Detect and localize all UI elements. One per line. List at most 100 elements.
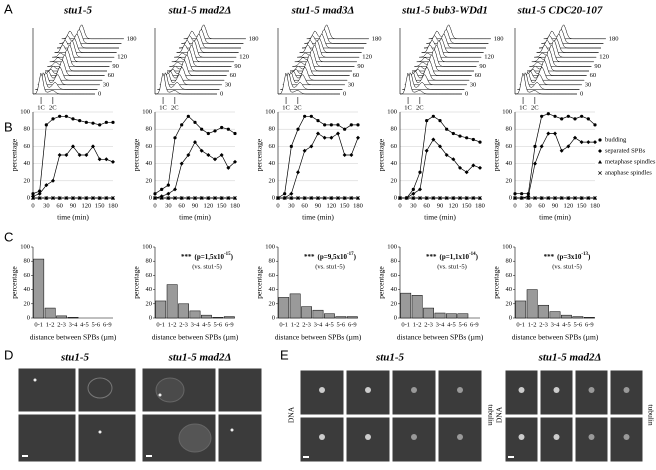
point (233, 131, 237, 136)
y-axis-label: percentage (10, 138, 19, 171)
y-tick-label: 40 (391, 160, 398, 167)
annotation-part: ) (476, 253, 479, 261)
time-tick-label: 0 (220, 90, 223, 97)
profile (178, 33, 241, 49)
point (44, 196, 49, 200)
point (38, 189, 42, 193)
micrographs-e (299, 369, 644, 463)
micrograph (17, 367, 77, 413)
x-tick-label: 30 (525, 202, 532, 209)
signal (518, 434, 525, 440)
profile (54, 38, 117, 53)
point (526, 196, 531, 200)
annotation-part: -14 (469, 252, 476, 257)
profile (181, 29, 244, 44)
y-tick-label: 80 (269, 258, 276, 265)
point (71, 144, 75, 149)
x-tick-label: 2-3 (424, 321, 433, 328)
x-tick-label: 3-4 (69, 321, 78, 328)
point (579, 140, 584, 145)
point (566, 196, 571, 200)
point (58, 114, 62, 118)
time-tick-label: 180 (494, 35, 504, 42)
annotation-part: *** (426, 253, 437, 261)
point (438, 144, 442, 149)
bar (44, 307, 56, 319)
point (329, 196, 334, 200)
point (104, 196, 109, 200)
point (586, 196, 591, 200)
point (404, 196, 409, 200)
point (84, 120, 88, 124)
point (111, 196, 115, 200)
y-tick-label: 80 (146, 258, 153, 265)
profile (514, 72, 577, 95)
scale-bar (303, 456, 309, 458)
point (111, 120, 115, 124)
x-tick-label: 5-6 (214, 321, 223, 328)
micrograph (217, 413, 263, 463)
bar (155, 300, 167, 319)
profile (536, 38, 599, 53)
y-axis-label: percentage (132, 138, 141, 171)
point (356, 123, 360, 127)
point (349, 196, 354, 200)
point (166, 183, 170, 187)
x-axis-label: distance between SPBs (µm) (152, 333, 239, 342)
y-tick-label: 100 (265, 108, 275, 115)
point (356, 196, 360, 200)
profile (426, 29, 489, 44)
point (464, 170, 469, 175)
profile (407, 66, 470, 81)
profile (176, 38, 239, 53)
x-tick-label: 30 (43, 202, 50, 209)
profile (40, 66, 103, 81)
time-tick-label: 0 (465, 90, 468, 97)
point (342, 196, 347, 200)
y-tick-label: 0 (394, 194, 397, 201)
time-tick-label: 180 (372, 35, 382, 42)
point (64, 196, 69, 200)
point (458, 165, 462, 170)
point (458, 196, 462, 200)
y-tick-label: 20 (24, 300, 31, 307)
point (593, 140, 597, 145)
point (186, 114, 190, 118)
x-tick-label: 3-4 (551, 321, 560, 328)
y-tick-label: 0 (272, 194, 275, 201)
x-tick-label: 1-2 (46, 321, 55, 328)
peak-label: 2C (171, 104, 179, 111)
x-tick-label: 6-9 (348, 321, 357, 328)
point (179, 161, 184, 166)
micrograph (77, 367, 137, 413)
point (77, 196, 82, 200)
bar (583, 317, 595, 319)
point (220, 125, 224, 130)
point (173, 136, 177, 140)
point (513, 196, 517, 200)
cell (155, 377, 185, 403)
x-tick-label: 3-4 (191, 321, 200, 328)
y-tick-label: 0 (509, 314, 512, 321)
time-tick-label: 120 (117, 54, 127, 61)
y-axis-label: percentage (10, 266, 19, 299)
bar (335, 316, 347, 319)
peak-label: 2C (49, 104, 57, 111)
x-tick-label: 60 (423, 202, 430, 209)
point (573, 135, 577, 140)
y-tick-label: 60 (269, 143, 276, 150)
point (51, 117, 55, 121)
annotation-part: (p=1,1x10 (440, 253, 470, 261)
profile (159, 71, 222, 86)
legend-label: separated SPBs (605, 147, 646, 154)
peak-label: 2C (294, 104, 302, 111)
point (233, 159, 237, 164)
point (533, 161, 537, 166)
scale-bar (146, 455, 152, 457)
legend-marker (598, 160, 602, 164)
y-axis-label: percentage (255, 266, 264, 299)
series-line (515, 133, 595, 199)
x-axis-label: time (min) (302, 213, 334, 222)
point (559, 196, 564, 200)
point (153, 196, 157, 200)
